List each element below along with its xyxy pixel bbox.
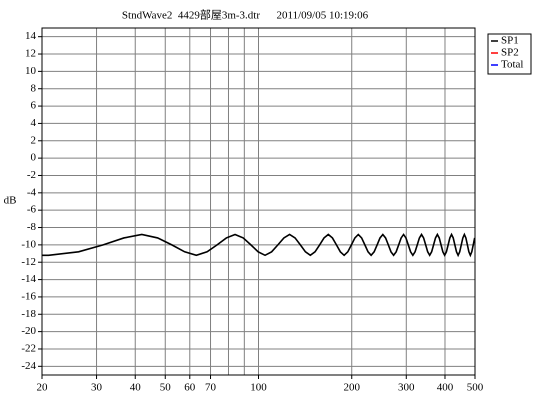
plot-frame [41, 27, 476, 376]
x-tick-label: 500 [467, 382, 484, 394]
x-tick-label: 30 [91, 382, 103, 394]
y-tick-label: 6 [31, 100, 37, 112]
y-tick-label: -6 [27, 204, 37, 216]
y-tick-label: 4 [31, 117, 37, 129]
chart-title: StndWave2 4429部屋3m-3.dtr 2011/09/05 10:1… [122, 8, 369, 22]
y-tick-label: 14 [25, 30, 37, 42]
x-tick-label: 300 [398, 382, 415, 394]
x-tick-label: 400 [437, 382, 454, 394]
legend-label: SP1 [501, 35, 519, 47]
y-axis-label: dB [4, 195, 17, 207]
y-tick-label: -8 [27, 221, 37, 233]
y-tick-label: 10 [25, 65, 37, 77]
y-tick-label: -14 [21, 273, 36, 285]
x-tick-label: 70 [205, 382, 217, 394]
y-tick-label: -4 [27, 186, 37, 198]
y-tick-label: 0 [31, 152, 37, 164]
y-tick-label: -12 [21, 256, 36, 268]
x-tick-label: 20 [37, 382, 49, 394]
y-tick-label: -20 [21, 325, 36, 337]
x-tick-label: 200 [343, 382, 360, 394]
x-tick-label: 100 [250, 382, 267, 394]
y-tick-label: -2 [27, 169, 36, 181]
legend-label: Total [501, 59, 523, 71]
series-line [42, 232, 476, 258]
y-tick-label: 12 [25, 48, 36, 60]
y-tick-label: -18 [21, 308, 36, 320]
y-tick-label: -10 [21, 238, 36, 250]
y-tick-label: -16 [21, 290, 36, 302]
legend-label: SP2 [501, 47, 519, 59]
x-tick-label: 60 [184, 382, 196, 394]
y-tick-label: 2 [31, 134, 37, 146]
y-tick-label: -22 [21, 343, 36, 355]
x-tick-label: 50 [160, 382, 172, 394]
x-tick-label: 40 [130, 382, 142, 394]
y-tick-label: 8 [31, 82, 37, 94]
y-tick-label: -24 [21, 360, 36, 372]
